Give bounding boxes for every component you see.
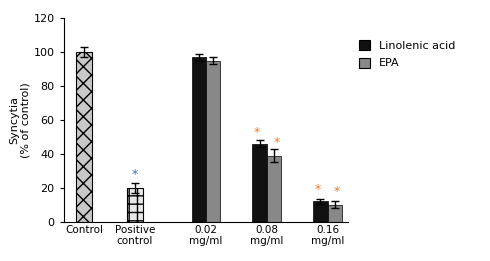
Text: *: * — [273, 136, 279, 149]
Bar — [192, 57, 206, 222]
Text: *: * — [132, 168, 138, 181]
Bar — [328, 205, 342, 222]
Bar — [314, 201, 328, 222]
Bar — [126, 188, 143, 222]
Legend: Linolenic acid, EPA: Linolenic acid, EPA — [359, 40, 456, 68]
Bar — [76, 52, 92, 222]
Text: *: * — [315, 183, 321, 197]
Text: *: * — [254, 126, 260, 139]
Bar — [267, 156, 281, 222]
Text: *: * — [334, 185, 341, 198]
Bar — [206, 61, 220, 222]
Y-axis label: Syncytia
(% of control): Syncytia (% of control) — [9, 82, 31, 158]
Bar — [252, 144, 267, 222]
